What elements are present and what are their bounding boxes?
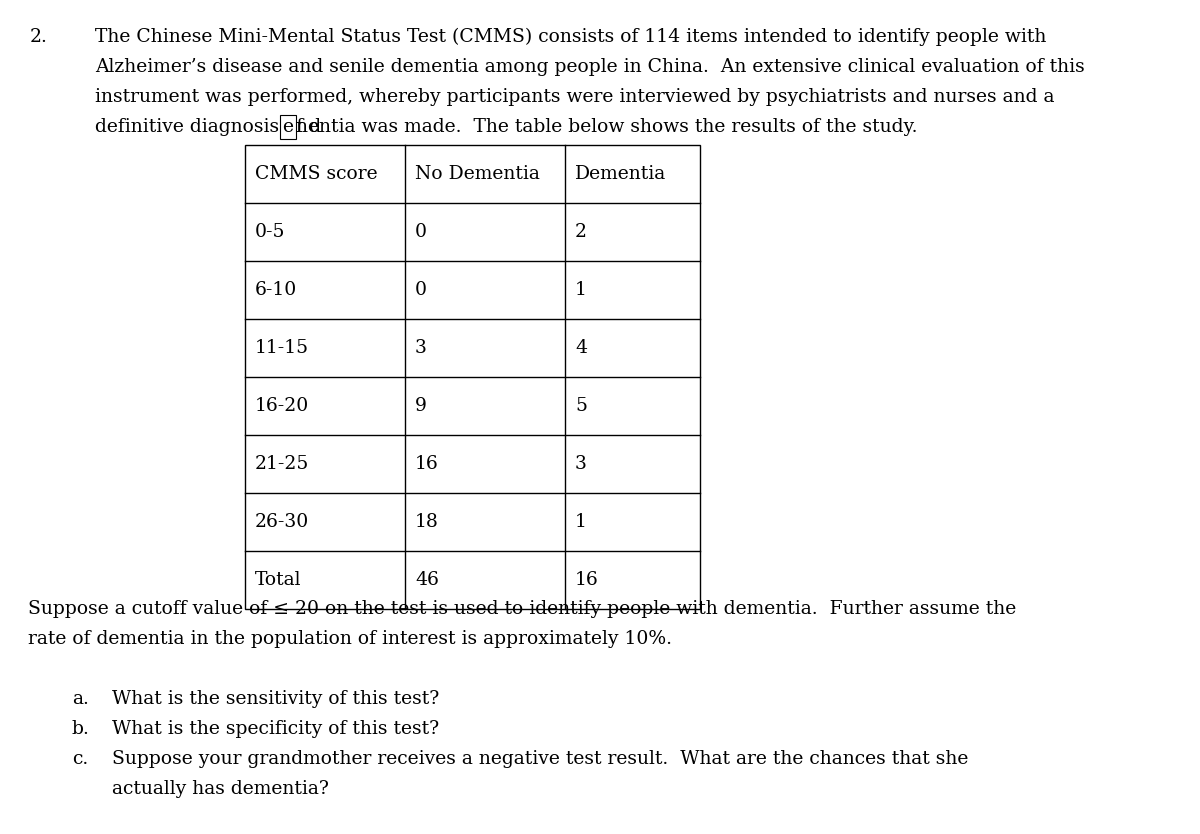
- Text: CMMS score: CMMS score: [256, 165, 378, 183]
- Text: 3: 3: [415, 339, 427, 357]
- Text: 16: 16: [415, 455, 439, 473]
- Text: 21-25: 21-25: [256, 455, 310, 473]
- Text: 16-20: 16-20: [256, 397, 310, 415]
- Text: c.: c.: [72, 750, 89, 768]
- Text: b.: b.: [72, 720, 90, 738]
- Text: actually has dementia?: actually has dementia?: [112, 780, 329, 798]
- Text: 46: 46: [415, 571, 439, 589]
- Text: 0: 0: [415, 281, 427, 299]
- Text: 18: 18: [415, 513, 439, 531]
- Text: 9: 9: [415, 397, 427, 415]
- Text: No Dementia: No Dementia: [415, 165, 540, 183]
- Text: e: e: [282, 118, 294, 136]
- Text: 6-10: 6-10: [256, 281, 298, 299]
- Text: 11-15: 11-15: [256, 339, 310, 357]
- Text: rate of dementia in the population of interest is approximately 10%.: rate of dementia in the population of in…: [28, 630, 672, 648]
- Text: What is the sensitivity of this test?: What is the sensitivity of this test?: [112, 690, 439, 708]
- Text: What is the specificity of this test?: What is the specificity of this test?: [112, 720, 439, 738]
- Text: a.: a.: [72, 690, 89, 708]
- Text: 2.: 2.: [30, 28, 48, 46]
- Text: The Chinese Mini-Mental Status Test (CMMS) consists of 114 items intended to ide: The Chinese Mini-Mental Status Test (CMM…: [95, 28, 1046, 46]
- Text: 3: 3: [575, 455, 587, 473]
- Text: 0: 0: [415, 223, 427, 241]
- Text: 4: 4: [575, 339, 587, 357]
- Text: 26-30: 26-30: [256, 513, 310, 531]
- Text: 1: 1: [575, 513, 587, 531]
- Text: Total: Total: [256, 571, 301, 589]
- Text: 0-5: 0-5: [256, 223, 286, 241]
- Text: 16: 16: [575, 571, 599, 589]
- Text: definitive diagnosis of d: definitive diagnosis of d: [95, 118, 322, 136]
- Text: Dementia: Dementia: [575, 165, 666, 183]
- Bar: [245, 145, 700, 609]
- Text: Alzheimer’s disease and senile dementia among people in China.  An extensive cli: Alzheimer’s disease and senile dementia …: [95, 58, 1085, 76]
- Text: 1: 1: [575, 281, 587, 299]
- Text: 5: 5: [575, 397, 587, 415]
- Text: instrument was performed, whereby participants were interviewed by psychiatrists: instrument was performed, whereby partic…: [95, 88, 1055, 106]
- Text: 2: 2: [575, 223, 587, 241]
- Text: Suppose your grandmother receives a negative test result.  What are the chances : Suppose your grandmother receives a nega…: [112, 750, 968, 768]
- Text: nentia was made.  The table below shows the results of the study.: nentia was made. The table below shows t…: [296, 118, 918, 136]
- Text: Suppose a cutoff value of ≤ 20 on the test is used to identify people with demen: Suppose a cutoff value of ≤ 20 on the te…: [28, 600, 1016, 618]
